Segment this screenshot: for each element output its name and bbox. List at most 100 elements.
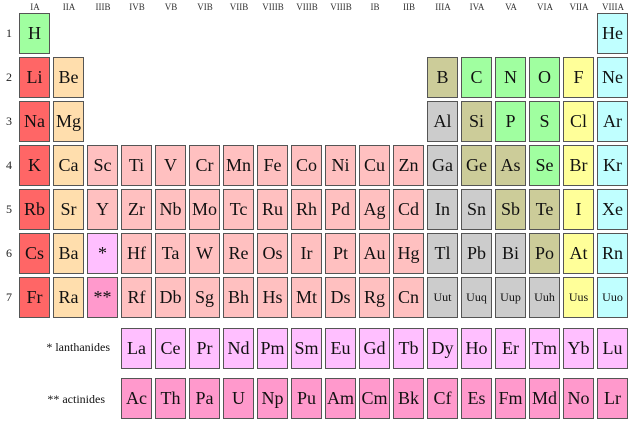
- element-Ce[interactable]: Ce: [155, 328, 186, 369]
- element-Ga[interactable]: Ga: [427, 145, 458, 186]
- element-Te[interactable]: Te: [529, 189, 560, 230]
- element-Ti[interactable]: Ti: [121, 145, 152, 186]
- element-Ir[interactable]: Ir: [291, 233, 322, 274]
- element-Uuq[interactable]: Uuq: [461, 277, 492, 318]
- element-Pb[interactable]: Pb: [461, 233, 492, 274]
- element-Pd[interactable]: Pd: [325, 189, 356, 230]
- element-Sb[interactable]: Sb: [495, 189, 526, 230]
- element-Db[interactable]: Db: [155, 277, 186, 318]
- element-Cl[interactable]: Cl: [563, 101, 594, 142]
- element-Rg[interactable]: Rg: [359, 277, 390, 318]
- element-U[interactable]: U: [223, 378, 254, 419]
- element-K[interactable]: K: [19, 145, 50, 186]
- element-Ba[interactable]: Ba: [53, 233, 84, 274]
- element-Tb[interactable]: Tb: [393, 328, 424, 369]
- element-As[interactable]: As: [495, 145, 526, 186]
- element-Nd[interactable]: Nd: [223, 328, 254, 369]
- element-Rn[interactable]: Rn: [597, 233, 628, 274]
- element-Pu[interactable]: Pu: [291, 378, 322, 419]
- element-Np[interactable]: Np: [257, 378, 288, 419]
- element-Pa[interactable]: Pa: [189, 378, 220, 419]
- element-N[interactable]: N: [495, 57, 526, 98]
- element-Ar[interactable]: Ar: [597, 101, 628, 142]
- element-Cu[interactable]: Cu: [359, 145, 390, 186]
- element-Li[interactable]: Li: [19, 57, 50, 98]
- element-Pt[interactable]: Pt: [325, 233, 356, 274]
- element-Xe[interactable]: Xe: [597, 189, 628, 230]
- element-Er[interactable]: Er: [495, 328, 526, 369]
- element-Fe[interactable]: Fe: [257, 145, 288, 186]
- element-H[interactable]: H: [19, 13, 50, 54]
- element-Dy[interactable]: Dy: [427, 328, 458, 369]
- element-Kr[interactable]: Kr: [597, 145, 628, 186]
- element-Fm[interactable]: Fm: [495, 378, 526, 419]
- element-No[interactable]: No: [563, 378, 594, 419]
- element-Am[interactable]: Am: [325, 378, 356, 419]
- element-Tl[interactable]: Tl: [427, 233, 458, 274]
- element-Es[interactable]: Es: [461, 378, 492, 419]
- element-Uut[interactable]: Uut: [427, 277, 458, 318]
- element-Os[interactable]: Os: [257, 233, 288, 274]
- element-Bh[interactable]: Bh: [223, 277, 254, 318]
- element-Cn[interactable]: Cn: [393, 277, 424, 318]
- element-I[interactable]: I: [563, 189, 594, 230]
- element-Uus[interactable]: Uus: [563, 277, 594, 318]
- element-Md[interactable]: Md: [529, 378, 560, 419]
- element-Yb[interactable]: Yb: [563, 328, 594, 369]
- element-Lr[interactable]: Lr: [597, 378, 628, 419]
- element-Po[interactable]: Po: [529, 233, 560, 274]
- element-Sc[interactable]: Sc: [87, 145, 118, 186]
- element-Si[interactable]: Si: [461, 101, 492, 142]
- element-In[interactable]: In: [427, 189, 458, 230]
- element-Bi[interactable]: Bi: [495, 233, 526, 274]
- element-Rf[interactable]: Rf: [121, 277, 152, 318]
- element-C[interactable]: C: [461, 57, 492, 98]
- element-Hg[interactable]: Hg: [393, 233, 424, 274]
- element-Se[interactable]: Se: [529, 145, 560, 186]
- element-Mg[interactable]: Mg: [53, 101, 84, 142]
- element-Mn[interactable]: Mn: [223, 145, 254, 186]
- element-Ni[interactable]: Ni: [325, 145, 356, 186]
- element-S[interactable]: S: [529, 101, 560, 142]
- element-P[interactable]: P: [495, 101, 526, 142]
- element-Hf[interactable]: Hf: [121, 233, 152, 274]
- element-Zr[interactable]: Zr: [121, 189, 152, 230]
- element-Br[interactable]: Br: [563, 145, 594, 186]
- element-Ru[interactable]: Ru: [257, 189, 288, 230]
- element-V[interactable]: V: [155, 145, 186, 186]
- element-Nb[interactable]: Nb: [155, 189, 186, 230]
- element-Th[interactable]: Th: [155, 378, 186, 419]
- element-Ne[interactable]: Ne: [597, 57, 628, 98]
- element-Mt[interactable]: Mt: [291, 277, 322, 318]
- element-Be[interactable]: Be: [53, 57, 84, 98]
- element-F[interactable]: F: [563, 57, 594, 98]
- element-Tm[interactable]: Tm: [529, 328, 560, 369]
- element-Ds[interactable]: Ds: [325, 277, 356, 318]
- element-Al[interactable]: Al: [427, 101, 458, 142]
- element-Ho[interactable]: Ho: [461, 328, 492, 369]
- element-starstar[interactable]: **: [87, 277, 118, 318]
- element-Co[interactable]: Co: [291, 145, 322, 186]
- element-Rb[interactable]: Rb: [19, 189, 50, 230]
- element-Sm[interactable]: Sm: [291, 328, 322, 369]
- element-Ca[interactable]: Ca: [53, 145, 84, 186]
- element-Sn[interactable]: Sn: [461, 189, 492, 230]
- element-Sg[interactable]: Sg: [189, 277, 220, 318]
- element-Bk[interactable]: Bk: [393, 378, 424, 419]
- element-Cs[interactable]: Cs: [19, 233, 50, 274]
- element-Tc[interactable]: Tc: [223, 189, 254, 230]
- element-Uuh[interactable]: Uuh: [529, 277, 560, 318]
- element-Ge[interactable]: Ge: [461, 145, 492, 186]
- element-Uuo[interactable]: Uuo: [597, 277, 628, 318]
- element-O[interactable]: O: [529, 57, 560, 98]
- element-Au[interactable]: Au: [359, 233, 390, 274]
- element-Cm[interactable]: Cm: [359, 378, 390, 419]
- element-Na[interactable]: Na: [19, 101, 50, 142]
- element-Cf[interactable]: Cf: [427, 378, 458, 419]
- element-Eu[interactable]: Eu: [325, 328, 356, 369]
- element-Ra[interactable]: Ra: [53, 277, 84, 318]
- element-Hs[interactable]: Hs: [257, 277, 288, 318]
- element-Gd[interactable]: Gd: [359, 328, 390, 369]
- element-Mo[interactable]: Mo: [189, 189, 220, 230]
- element-Y[interactable]: Y: [87, 189, 118, 230]
